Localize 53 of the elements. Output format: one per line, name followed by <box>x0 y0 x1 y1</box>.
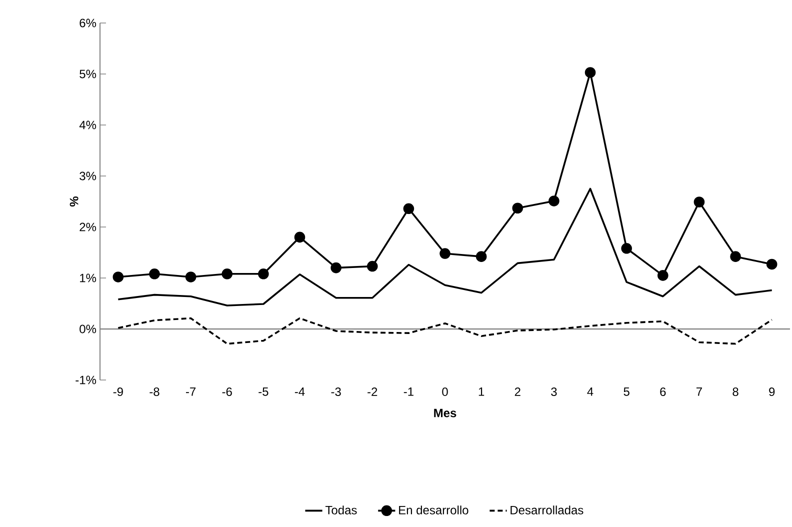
point <box>112 272 124 282</box>
point <box>584 67 596 78</box>
x-tick-label: -3 <box>331 388 341 396</box>
point <box>766 258 778 270</box>
x-tick-label: -9 <box>113 388 123 396</box>
x-tick-label: 8 <box>732 388 738 396</box>
point <box>403 203 414 214</box>
x-tick-label: 5 <box>624 388 630 396</box>
point <box>694 196 705 208</box>
x-tick-label: 6 <box>660 388 666 396</box>
y-tick-label: 5% <box>80 70 96 78</box>
legend-label: Desarrolladas <box>510 506 584 514</box>
x-tick-label: 7 <box>696 388 702 396</box>
y-tick-label: 4% <box>79 120 96 130</box>
y-axis-title: % <box>70 196 78 207</box>
x-tick-label: -4 <box>294 388 305 396</box>
point <box>548 196 560 206</box>
point <box>258 268 269 280</box>
point <box>730 251 741 262</box>
x-tick-label: -2 <box>368 388 378 396</box>
y-tick-label: 0% <box>80 324 96 334</box>
point <box>222 268 233 280</box>
y-tick-label: 1% <box>80 274 96 282</box>
x-tick-label: 4 <box>587 388 594 396</box>
point <box>512 202 524 214</box>
point <box>294 232 306 243</box>
point <box>149 268 160 280</box>
x-tick-label: -8 <box>150 388 160 396</box>
legend-label: En desarrollo <box>399 506 468 514</box>
x-tick-label: 2 <box>514 388 520 396</box>
point <box>330 262 342 274</box>
point <box>440 248 450 259</box>
point <box>366 260 378 272</box>
x-tick-label: 0 <box>442 388 448 396</box>
legend-label: Todas <box>325 506 357 514</box>
x-tick-label: -5 <box>258 388 268 396</box>
point <box>621 243 632 254</box>
point <box>185 272 196 282</box>
x-tick-label: 1 <box>478 388 484 396</box>
y-tick-label: 2% <box>80 222 96 232</box>
x-tick-label: 9 <box>769 388 775 396</box>
y-tick-label: 3% <box>80 172 96 180</box>
line-series <box>117 188 773 306</box>
x-tick-label: -6 <box>222 388 232 396</box>
x-tick-label: -1 <box>404 388 414 396</box>
point <box>476 251 487 262</box>
x-tick-label: 3 <box>551 388 557 396</box>
y-tick-label: -1% <box>76 376 96 384</box>
point <box>657 270 668 281</box>
y-tick-label: 6% <box>80 18 96 28</box>
line-series <box>117 317 773 345</box>
x-tick-label: -7 <box>186 388 196 396</box>
x-axis-title: Mes <box>434 408 456 418</box>
